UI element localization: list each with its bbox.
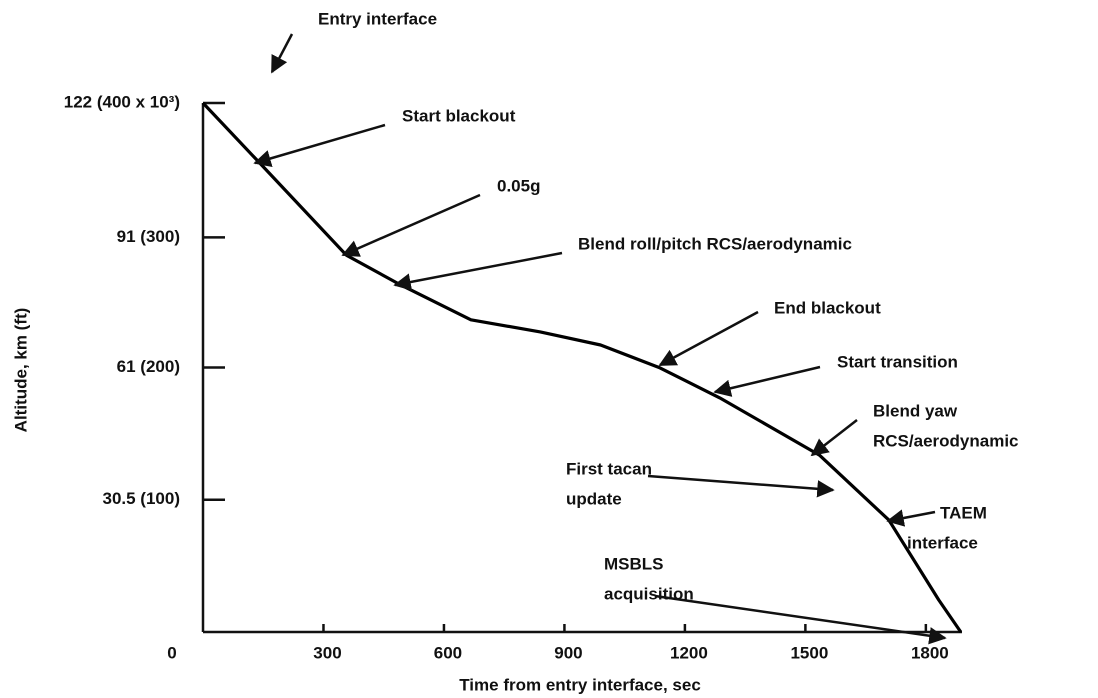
annotation: RCS/aerodynamic [873, 431, 1019, 450]
y-tick-label: 122 (400 x 10³) [64, 92, 180, 111]
annotation-arrow [654, 594, 947, 645]
annotation: update [566, 489, 622, 508]
x-tick-label: 1800 [911, 643, 949, 662]
annotation: MSBLS [604, 554, 664, 573]
x-tick-label: 900 [554, 643, 582, 662]
annotation-arrow [886, 509, 936, 527]
annotation: TAEM [940, 503, 987, 522]
annotation-arrow [253, 123, 386, 167]
y-tick-label: 61 (200) [117, 357, 180, 376]
annotation-arrow [647, 474, 835, 498]
y-tick-label: 0 [167, 643, 176, 662]
annotation: Start transition [837, 352, 958, 371]
annotation-arrow [393, 251, 563, 291]
annotation-arrow [341, 193, 481, 257]
annotation: Entry interface [318, 9, 437, 28]
annotation: End blackout [774, 298, 881, 317]
annotation-arrow [270, 33, 294, 74]
x-tick-label: 1500 [790, 643, 828, 662]
x-axis-label: Time from entry interface, sec [459, 675, 701, 694]
x-tick-label: 600 [434, 643, 462, 662]
annotation: interface [907, 533, 978, 552]
annotation: Blend roll/pitch RCS/aerodynamic [578, 234, 852, 253]
annotation-arrow [658, 310, 759, 367]
annotation-arrow [713, 365, 821, 397]
annotation: Blend yaw [873, 401, 958, 420]
annotation: 0.05g [497, 176, 540, 195]
y-tick-label: 30.5 (100) [103, 489, 181, 508]
annotation: First tacan [566, 459, 652, 478]
y-tick-label: 91 (300) [117, 227, 180, 246]
x-tick-label: 1200 [670, 643, 708, 662]
annotation-arrow [810, 419, 858, 457]
x-tick-label: 300 [313, 643, 341, 662]
annotation: Start blackout [402, 106, 516, 125]
y-axis-label: Altitude, km (ft) [11, 308, 30, 433]
